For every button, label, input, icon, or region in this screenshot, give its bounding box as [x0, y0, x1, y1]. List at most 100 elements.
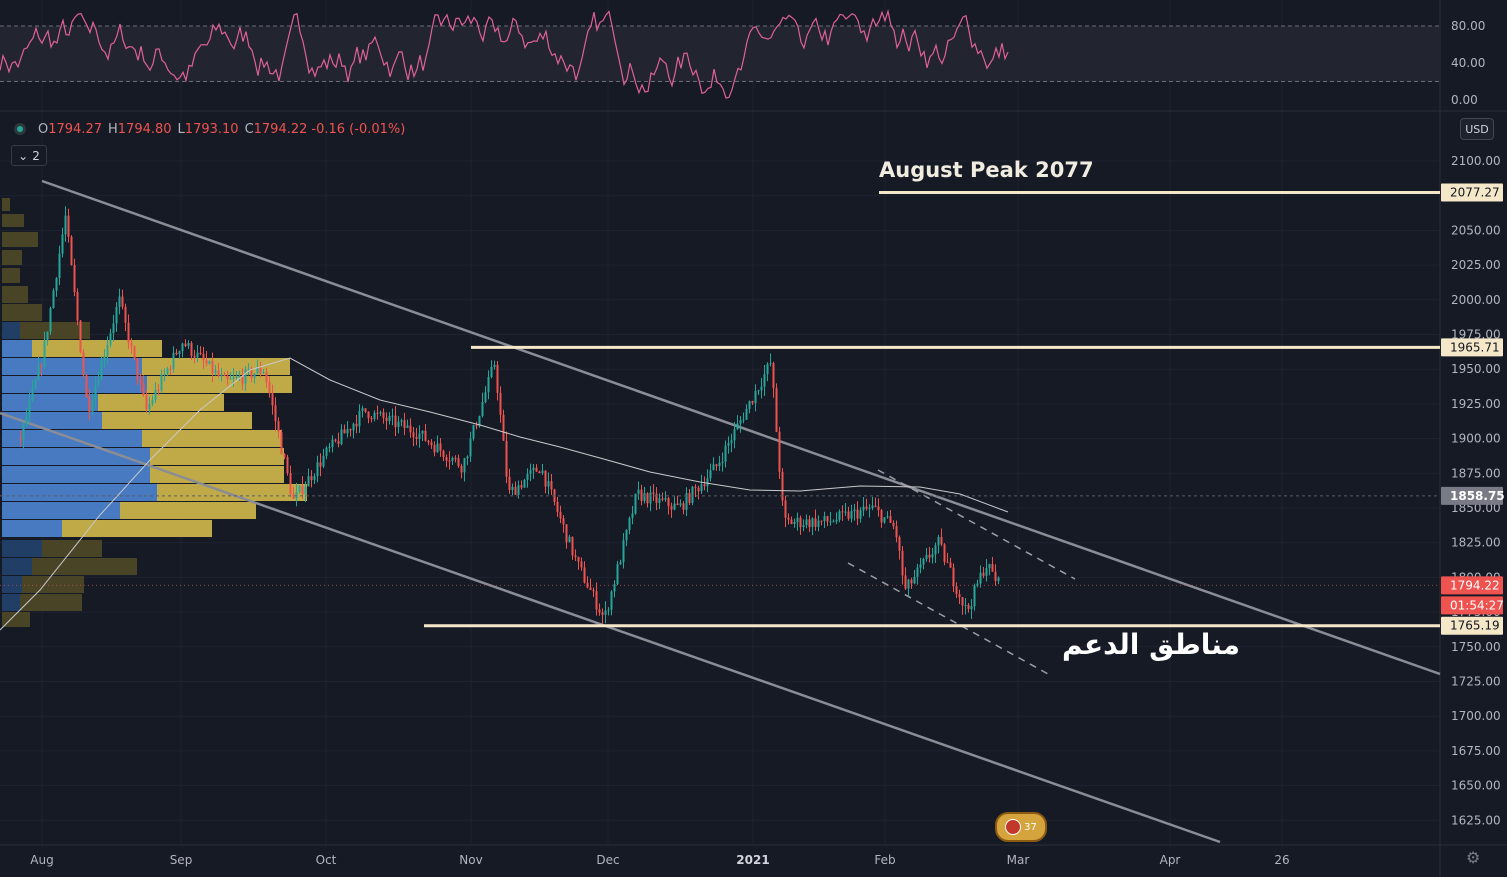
- candle-body: [718, 462, 721, 467]
- candle-body: [391, 415, 394, 417]
- candle-body: [277, 421, 280, 433]
- indicators-collapse-button[interactable]: ⌄ 2: [11, 145, 47, 166]
- candle-body: [409, 425, 412, 433]
- candle-body: [664, 498, 667, 500]
- price-tick-label: 1650.00: [1451, 779, 1501, 793]
- candle-body: [139, 379, 142, 384]
- candle-body: [523, 479, 526, 488]
- candle-body: [808, 519, 811, 528]
- candle-body: [886, 516, 889, 518]
- candle-body: [253, 373, 256, 378]
- candle-body: [442, 450, 445, 458]
- candle-body: [982, 572, 985, 576]
- candle-body: [388, 416, 391, 422]
- candle-body: [580, 561, 583, 568]
- candle-body: [799, 517, 802, 528]
- candle-body: [430, 442, 433, 446]
- candle-body: [736, 423, 739, 430]
- candle-body: [604, 610, 607, 615]
- candle-body: [925, 554, 928, 559]
- price-tick-label: 1675.00: [1451, 744, 1501, 758]
- candle-body: [760, 386, 763, 391]
- close-value: 1794.22: [253, 121, 308, 137]
- candle-body: [928, 554, 931, 558]
- candle-body: [220, 374, 223, 376]
- price-tick-label: 2000.00: [1451, 293, 1501, 307]
- price-badge: [1441, 576, 1503, 595]
- volume-profile-bar: [2, 576, 22, 593]
- candle-body: [598, 609, 601, 613]
- price-tick-label: 2025.00: [1451, 258, 1501, 272]
- candle-body: [418, 433, 421, 439]
- candle-body: [574, 555, 577, 558]
- candle-body: [466, 456, 469, 459]
- candle-body: [250, 368, 253, 378]
- candle-body: [529, 470, 532, 474]
- gear-icon[interactable]: ⚙: [1466, 848, 1481, 867]
- candle-body: [934, 545, 937, 555]
- candle-body: [649, 492, 652, 504]
- open-label: O: [38, 121, 49, 137]
- candle-body: [265, 371, 268, 382]
- candle-body: [61, 234, 64, 254]
- indicator-count: 2: [32, 148, 40, 163]
- candle-body: [28, 400, 31, 417]
- candle-body: [256, 367, 259, 374]
- candle-body: [565, 524, 568, 543]
- time-tick-label: Feb: [874, 853, 895, 867]
- candle-body: [22, 423, 25, 440]
- candle-body: [733, 429, 736, 441]
- candle-body: [841, 511, 844, 513]
- candle-body: [133, 346, 136, 359]
- candle-body: [193, 355, 196, 358]
- candle-body: [490, 366, 493, 377]
- candle-body: [931, 554, 934, 558]
- candle-body: [37, 365, 40, 381]
- candle-body: [601, 612, 604, 615]
- candle-body: [967, 604, 970, 610]
- candle-body: [625, 529, 628, 541]
- candle-body: [562, 518, 565, 525]
- candle-body: [199, 352, 202, 355]
- candle-body: [43, 340, 46, 367]
- candle-body: [814, 518, 817, 527]
- price-badge: [1441, 616, 1503, 635]
- candle-body: [838, 511, 841, 520]
- candle-body: [475, 425, 478, 427]
- candle-body: [919, 564, 922, 568]
- candle-body: [223, 374, 226, 376]
- event-badge[interactable]: 37: [995, 812, 1047, 842]
- candle-body: [463, 458, 466, 473]
- candle-body: [772, 363, 775, 389]
- time-tick-label: Dec: [596, 853, 619, 867]
- candle-body: [97, 379, 100, 386]
- candle-body: [175, 352, 178, 355]
- candle-body: [454, 458, 457, 460]
- time-axis: Aug Sep Oct Nov Dec 2021 Feb Mar Apr 26: [30, 853, 1289, 867]
- candle-body: [658, 498, 661, 503]
- candle-body: [868, 507, 871, 509]
- candle-body: [31, 388, 34, 401]
- candle-body: [508, 476, 511, 490]
- candle-body: [526, 473, 529, 480]
- candle-body: [328, 446, 331, 448]
- volume-profile-bar: [2, 502, 120, 519]
- candle-body: [853, 509, 856, 512]
- price-tick-label: 2100.00: [1451, 154, 1501, 168]
- price-tick-label: 1925.00: [1451, 397, 1501, 411]
- candle-body: [889, 516, 892, 523]
- time-tick-label: Mar: [1007, 853, 1030, 867]
- candle-body: [715, 464, 718, 467]
- candle-body: [691, 486, 694, 503]
- status-dot-icon: [14, 123, 26, 135]
- price-badge: [1441, 486, 1503, 505]
- currency-button[interactable]: USD: [1460, 118, 1494, 140]
- time-tick-label: Nov: [459, 853, 482, 867]
- candle-body: [496, 364, 499, 393]
- candle-body: [25, 416, 28, 424]
- volume-profile-bar: [102, 412, 252, 429]
- volume-profile-bar: [142, 430, 282, 447]
- volume-profile-bar: [32, 340, 162, 357]
- candle-body: [292, 493, 295, 499]
